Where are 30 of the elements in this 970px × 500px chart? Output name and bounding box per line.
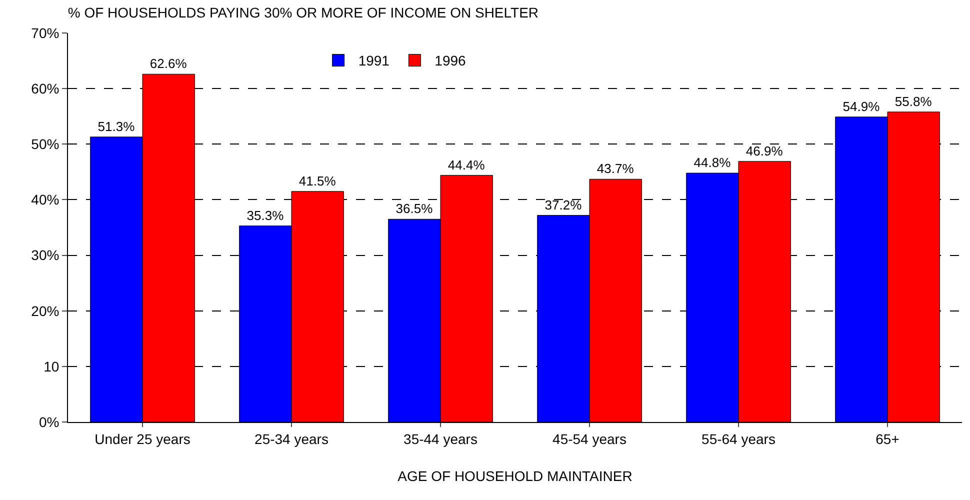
data-label: 43.7% [596, 161, 634, 176]
data-label: 35.3% [246, 208, 284, 223]
x-tick-label: 35-44 years [404, 430, 478, 447]
x-tick-label: 55-64 years [702, 430, 776, 447]
data-label: 37.2% [544, 197, 582, 212]
data-label: 44.8% [694, 155, 732, 170]
y-tick-label: 60% [31, 80, 60, 96]
data-label: 44.4% [448, 157, 486, 172]
x-tick-label: Under 25 years [94, 430, 190, 447]
y-tick-label: 30% [31, 247, 60, 264]
data-label: 36.5% [396, 201, 434, 216]
y-tick-label: 50% [31, 136, 60, 152]
chart-title: % OF HOUSEHOLDS PAYING 30% OR MORE OF INCOME ON SHELTER [68, 4, 539, 20]
x-axis-title: AGE OF HOUSEHOLD MAINTAINER [398, 468, 632, 484]
legend-label: 1996 [434, 52, 466, 69]
data-label: 54.9% [842, 98, 880, 114]
data-label: 46.9% [746, 143, 784, 158]
data-label: 51.3% [98, 118, 136, 134]
legend-label: 1991 [358, 52, 390, 69]
data-label: 62.6% [150, 56, 188, 72]
data-label: 55.8% [894, 94, 932, 109]
x-tick-label: 65+ [876, 430, 900, 447]
x-tick-label: 45-54 years [552, 430, 626, 447]
y-tick-label: 40% [31, 192, 60, 208]
y-tick-label: 10 [44, 358, 60, 374]
data-label: 41.5% [298, 173, 336, 188]
x-tick-label: 25-34 years [254, 430, 328, 447]
y-tick-label: 70% [31, 24, 60, 41]
y-tick-label: 0% [38, 414, 60, 430]
y-tick-label: 20% [31, 302, 60, 319]
